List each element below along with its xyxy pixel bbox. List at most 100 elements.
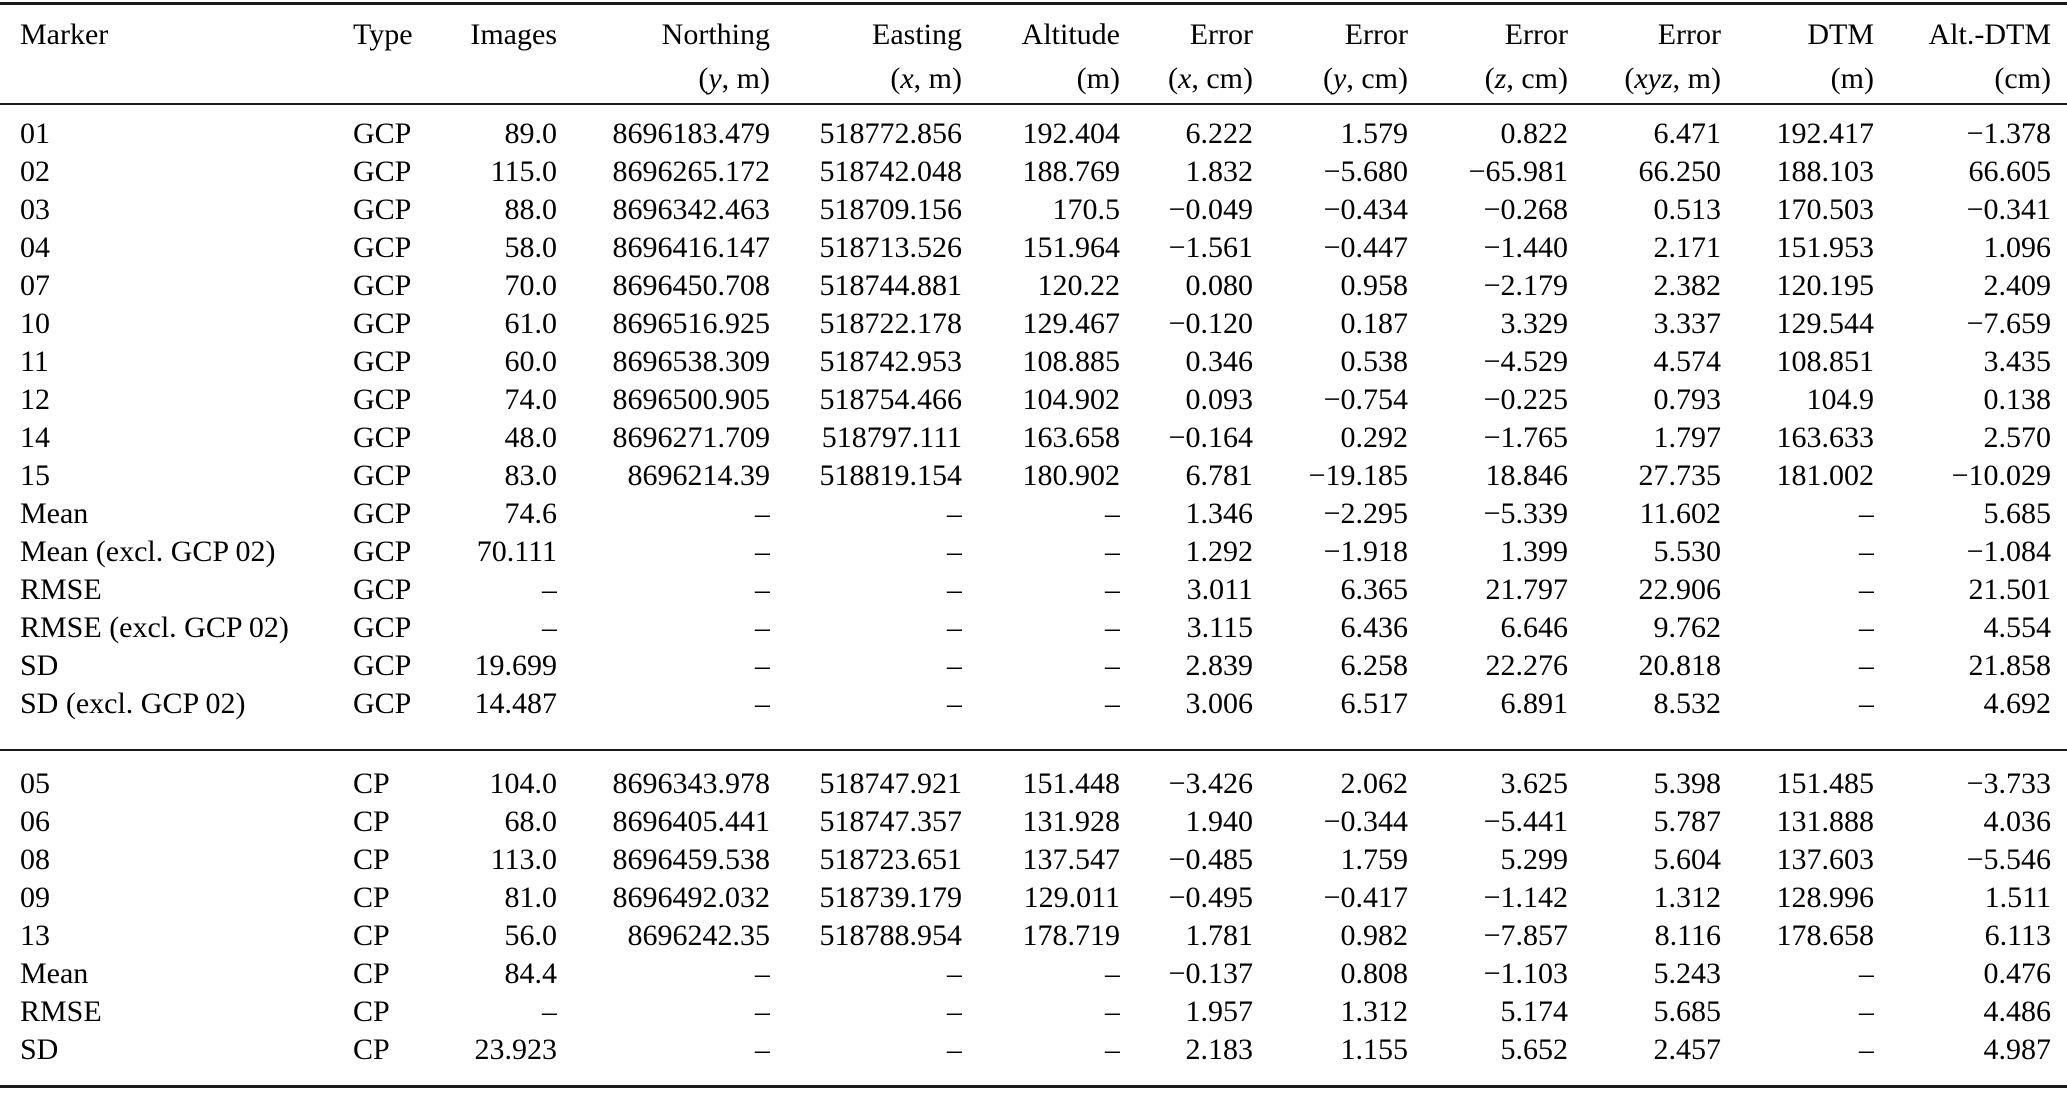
- value-cell: 8696492.032: [612, 881, 771, 914]
- marker-cell: SD: [20, 1033, 59, 1066]
- value-cell: 3.011: [1186, 573, 1253, 606]
- value-cell: 0.982: [1340, 919, 1409, 952]
- value-cell: CP: [353, 843, 390, 876]
- column-label: Error: [1504, 18, 1568, 51]
- column-unit: [20, 57, 353, 101]
- marker-cell: 08: [20, 843, 50, 876]
- value-cell: GCP: [353, 497, 412, 530]
- value-cell: 178.719: [1022, 919, 1121, 952]
- value-cell: −1.378: [1966, 117, 2051, 150]
- value-cell: 1.312: [1340, 995, 1409, 1028]
- value-cell: 0.822: [1500, 117, 1569, 150]
- value-cell: 518723.651: [819, 843, 963, 876]
- column-label: Error: [1657, 18, 1721, 51]
- value-cell: 151.448: [1022, 767, 1121, 800]
- value-cell: 1.399: [1500, 535, 1569, 568]
- value-cell: 3.625: [1500, 767, 1569, 800]
- header-row: Marker Type Images Northing (y, m) Easting…: [0, 4, 2067, 105]
- column-unit: (z, cm): [1484, 62, 1568, 95]
- value-cell: 0.346: [1185, 345, 1254, 378]
- value-cell: −19.185: [1308, 459, 1408, 492]
- value-cell: 0.808: [1340, 957, 1409, 990]
- table-row-gcp-10: 10 GCP 61.0 8696516.925 518722.178 129.467 −0.…: [0, 305, 2067, 343]
- value-cell: 66.250: [1638, 155, 1722, 188]
- value-cell: 128.996: [1776, 881, 1875, 914]
- value-cell: 1.781: [1185, 919, 1254, 952]
- value-cell: GCP: [353, 459, 412, 492]
- value-cell: 1.759: [1340, 843, 1409, 876]
- value-cell: 0.187: [1340, 307, 1409, 340]
- value-cell: GCP: [353, 307, 412, 340]
- value-cell: 5.243: [1653, 957, 1722, 990]
- value-cell: 151.964: [1022, 231, 1121, 264]
- marker-cell: 14: [20, 421, 50, 454]
- value-cell: −1.142: [1483, 881, 1568, 914]
- column-header-type: Type: [353, 4, 458, 105]
- value-cell: 20.818: [1638, 649, 1722, 682]
- marker-cell: Mean: [20, 957, 89, 990]
- value-cell: −0.268: [1483, 193, 1568, 226]
- value-cell: CP: [353, 881, 390, 914]
- table-row-gcp-02: 02 GCP 115.0 8696265.172 518742.048 188.769 1.…: [0, 153, 2067, 191]
- value-cell: 6.646: [1500, 611, 1569, 644]
- value-cell: −1.918: [1323, 535, 1408, 568]
- value-cell: 6.781: [1185, 459, 1254, 492]
- value-cell: 1.940: [1185, 805, 1254, 838]
- value-cell: 61.0: [504, 307, 558, 340]
- value-cell: CP: [353, 995, 390, 1028]
- value-cell: –: [755, 497, 770, 530]
- value-cell: –: [1859, 687, 1874, 720]
- value-cell: 192.404: [1022, 117, 1121, 150]
- value-cell: –: [755, 957, 770, 990]
- value-cell: GCP: [353, 117, 412, 150]
- value-cell: 66.605: [1968, 155, 2052, 188]
- value-cell: −0.485: [1168, 843, 1253, 876]
- value-cell: 113.0: [490, 843, 557, 876]
- value-cell: 1.579: [1340, 117, 1409, 150]
- value-cell: 8696183.479: [612, 117, 771, 150]
- table-row-gcp-14: 14 GCP 48.0 8696271.709 518797.111 163.658 −0.…: [0, 419, 2067, 457]
- value-cell: 180.902: [1022, 459, 1121, 492]
- table-row-gcp-07: 07 GCP 70.0 8696450.708 518744.881 120.22 0.08…: [0, 267, 2067, 305]
- value-cell: 1.797: [1653, 421, 1722, 454]
- value-cell: GCP: [353, 269, 412, 302]
- table-row-cp-09: 09 CP 81.0 8696492.032 518739.179 129.011 −0.4…: [0, 879, 2067, 917]
- value-cell: 0.513: [1653, 193, 1722, 226]
- value-cell: GCP: [353, 649, 412, 682]
- value-cell: 8696342.463: [612, 193, 771, 226]
- value-cell: −0.341: [1966, 193, 2051, 226]
- value-cell: 5.398: [1653, 767, 1722, 800]
- column-label: Alt.-DTM: [1928, 18, 2052, 51]
- value-cell: 1.346: [1185, 497, 1254, 530]
- column-header-alt-dtm: Alt.-DTM (cm): [1874, 4, 2067, 105]
- value-cell: GCP: [353, 611, 412, 644]
- value-cell: 8696242.35: [627, 919, 771, 952]
- value-cell: 5.685: [1653, 995, 1722, 1028]
- value-cell: 81.0: [504, 881, 558, 914]
- column-label: Images: [470, 18, 557, 51]
- value-cell: GCP: [353, 193, 412, 226]
- table-row-cp-mean: Mean CP 84.4 – – – −0.137 0.808 −1.103 5.243 – 0.47…: [0, 955, 2067, 993]
- value-cell: 518747.921: [819, 767, 963, 800]
- value-cell: –: [1105, 497, 1120, 530]
- value-cell: −7.659: [1966, 307, 2051, 340]
- value-cell: 2.839: [1185, 649, 1254, 682]
- value-cell: GCP: [353, 383, 412, 416]
- value-cell: –: [1105, 535, 1120, 568]
- column-unit: (m): [1076, 62, 1120, 95]
- value-cell: −0.447: [1323, 231, 1408, 264]
- value-cell: 21.858: [1968, 649, 2052, 682]
- gcp-section: 01 GCP 89.0 8696183.479 518772.856 192.404 6.2…: [0, 104, 2067, 750]
- marker-cell: 10: [20, 307, 50, 340]
- value-cell: –: [542, 611, 557, 644]
- value-cell: 6.436: [1340, 611, 1409, 644]
- value-cell: –: [542, 573, 557, 606]
- marker-cell: 05: [20, 767, 50, 800]
- value-cell: 2.382: [1653, 269, 1722, 302]
- value-cell: 2.183: [1185, 1033, 1254, 1066]
- value-cell: −0.164: [1168, 421, 1253, 454]
- value-cell: 8696500.905: [612, 383, 771, 416]
- value-cell: GCP: [353, 155, 412, 188]
- value-cell: –: [1859, 535, 1874, 568]
- value-cell: 2.570: [1983, 421, 2052, 454]
